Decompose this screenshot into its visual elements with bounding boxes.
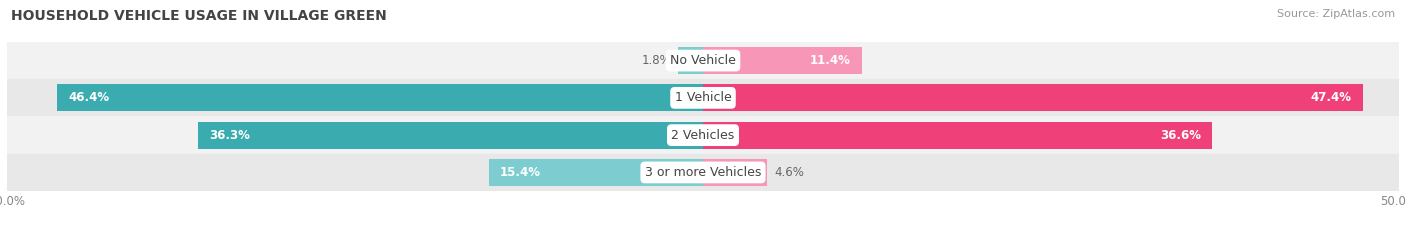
Text: HOUSEHOLD VEHICLE USAGE IN VILLAGE GREEN: HOUSEHOLD VEHICLE USAGE IN VILLAGE GREEN xyxy=(11,9,387,23)
Bar xyxy=(7,116,1399,154)
Bar xyxy=(703,122,1212,149)
Bar xyxy=(678,47,703,74)
Bar xyxy=(703,159,768,186)
Text: 3 or more Vehicles: 3 or more Vehicles xyxy=(645,166,761,179)
Text: 4.6%: 4.6% xyxy=(773,166,804,179)
Text: 46.4%: 46.4% xyxy=(69,91,110,104)
Text: Source: ZipAtlas.com: Source: ZipAtlas.com xyxy=(1277,9,1395,19)
Text: 36.3%: 36.3% xyxy=(209,129,250,142)
Text: 2 Vehicles: 2 Vehicles xyxy=(672,129,734,142)
Bar xyxy=(703,84,1362,111)
Bar xyxy=(489,159,703,186)
Text: 15.4%: 15.4% xyxy=(499,166,541,179)
Bar xyxy=(198,122,703,149)
Bar xyxy=(7,42,1399,79)
Bar xyxy=(703,47,862,74)
Text: No Vehicle: No Vehicle xyxy=(671,54,735,67)
Bar xyxy=(7,154,1399,191)
Text: 47.4%: 47.4% xyxy=(1310,91,1351,104)
Text: 11.4%: 11.4% xyxy=(810,54,851,67)
Bar xyxy=(7,79,1399,116)
Text: 36.6%: 36.6% xyxy=(1160,129,1201,142)
Text: 1.8%: 1.8% xyxy=(641,54,671,67)
Bar xyxy=(58,84,703,111)
Text: 1 Vehicle: 1 Vehicle xyxy=(675,91,731,104)
